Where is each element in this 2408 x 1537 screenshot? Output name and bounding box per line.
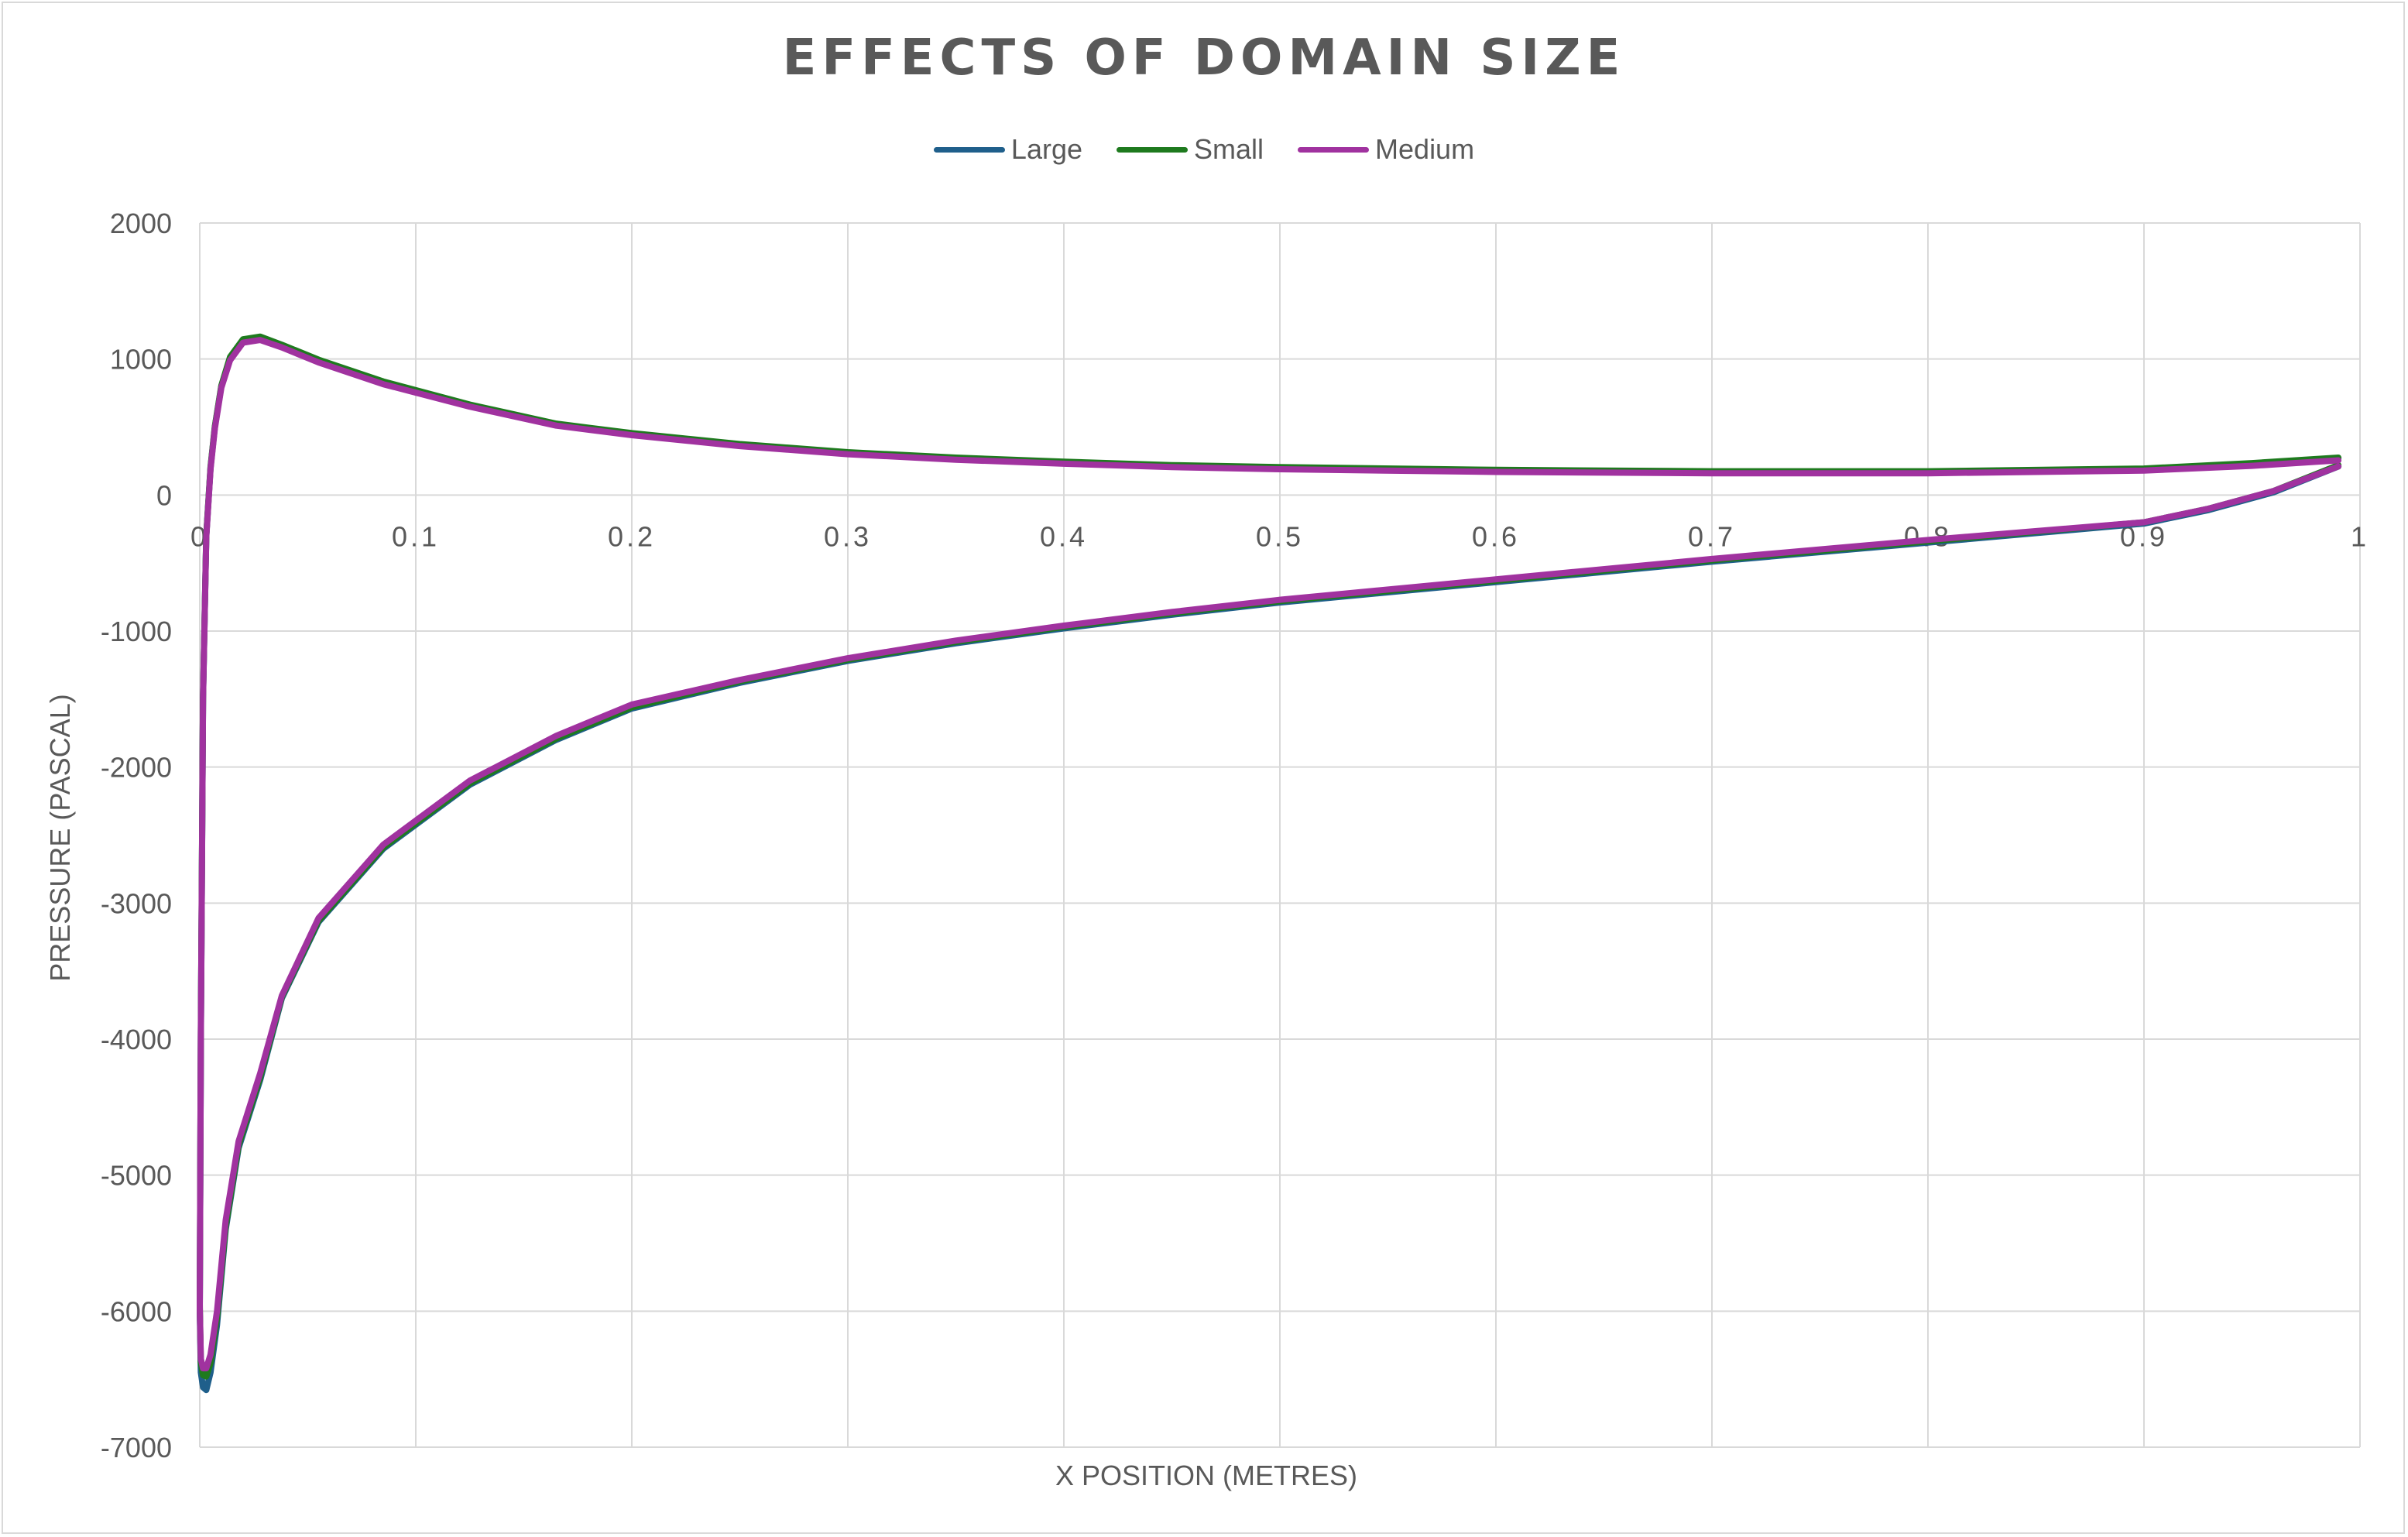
chart-legend: Large Small Medium — [0, 133, 2408, 166]
x-tick-label: 0.4 — [1040, 520, 1088, 552]
chart-title: EFFECTS OF DOMAIN SIZE — [782, 29, 1626, 87]
legend-label-small: Small — [1194, 133, 1264, 165]
x-axis-title: X POSITION (METRES) — [1055, 1460, 1357, 1491]
x-tick-label: 0.2 — [608, 520, 656, 552]
y-tick-label: 2000 — [110, 208, 172, 239]
y-tick-label: -3000 — [101, 887, 172, 919]
series-line-medium — [197, 337, 2342, 1372]
x-tick-label: 0.3 — [824, 520, 872, 552]
tick-layer: 2000 1000 0 -1000 -2000 -3000 -4000 -5000 -6000 -… — [101, 208, 2369, 1463]
x-tick-label: 0.1 — [392, 520, 440, 552]
grid-layer — [199, 222, 2361, 1448]
x-tick-label: 0.5 — [1256, 520, 1304, 552]
x-tick-label: 1 — [2351, 520, 2369, 552]
series-layer — [197, 333, 2342, 1394]
legend-label-large: Large — [1010, 133, 1082, 165]
y-axis-title: PRESSURE (PASCAL) — [44, 694, 76, 981]
legend-label-medium: Medium — [1375, 133, 1475, 165]
y-tick-label: -6000 — [101, 1295, 172, 1327]
legend-swatch-small — [1117, 146, 1188, 153]
y-tick-label: 1000 — [110, 344, 172, 376]
series-line-small — [197, 333, 2342, 1380]
y-tick-label: -5000 — [101, 1160, 172, 1192]
y-tick-label: -1000 — [101, 616, 172, 647]
legend-swatch-medium — [1298, 146, 1370, 153]
x-tick-label: 0.6 — [1472, 520, 1520, 552]
y-tick-label: -2000 — [101, 752, 172, 784]
y-tick-label: 0 — [156, 479, 172, 511]
x-tick-label: 0 — [190, 520, 209, 552]
legend-item-medium[interactable]: Medium — [1298, 133, 1474, 166]
y-tick-label: -4000 — [101, 1024, 172, 1055]
legend-item-large[interactable]: Large — [933, 133, 1082, 166]
legend-item-small[interactable]: Small — [1117, 133, 1264, 166]
y-tick-label: -7000 — [101, 1432, 172, 1463]
x-tick-label: 0.7 — [1688, 520, 1736, 552]
legend-swatch-large — [933, 146, 1005, 153]
